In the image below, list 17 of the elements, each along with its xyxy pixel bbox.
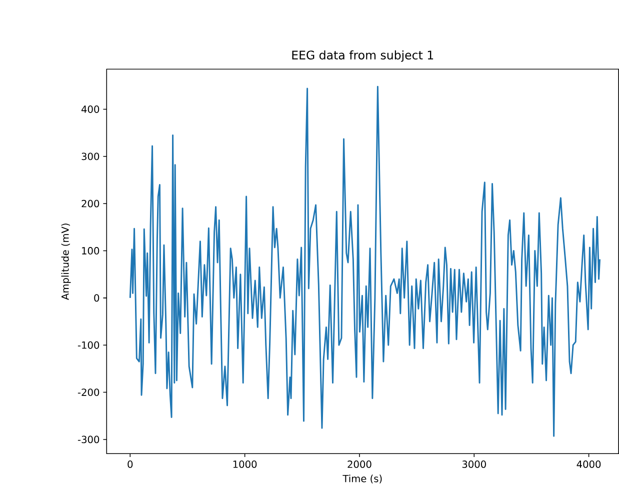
y-tick-label: 0 xyxy=(94,294,100,302)
x-tick-label: 1000 xyxy=(233,460,257,468)
y-tick-label: -300 xyxy=(78,436,100,444)
x-tick-label: 2000 xyxy=(348,460,372,468)
x-tick-label: 3000 xyxy=(462,460,486,468)
y-tick-label: 400 xyxy=(81,106,100,114)
y-tick-label: -100 xyxy=(78,342,100,349)
y-axis-title: Amplitude (mV) xyxy=(61,224,71,300)
y-tick-label: -200 xyxy=(78,388,100,396)
x-tick-label: 4000 xyxy=(576,460,601,468)
y-tick-label: 200 xyxy=(82,200,100,208)
y-tick-label: 100 xyxy=(82,247,100,255)
line-series xyxy=(129,86,601,438)
x-tick-label: 0 xyxy=(128,460,133,468)
x-axis-title: Time (s) xyxy=(342,474,382,484)
chart-title: EEG data from subject 1 xyxy=(292,50,434,62)
y-tick-label: 300 xyxy=(82,152,100,160)
